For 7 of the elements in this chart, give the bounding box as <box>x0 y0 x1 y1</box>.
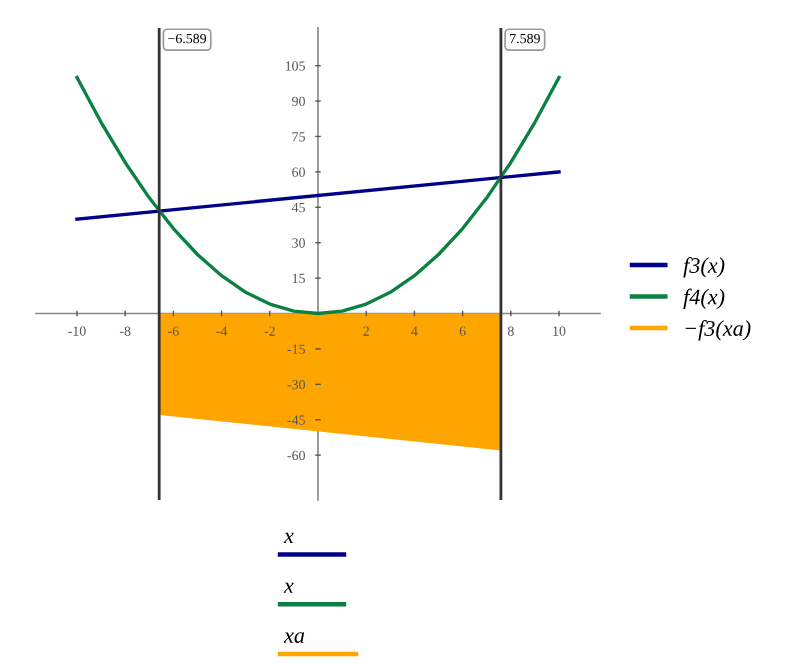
text: x <box>283 582 294 593</box>
legend-label: f4(x) <box>683 288 725 309</box>
legend-label: −f3(xa) <box>685 320 751 341</box>
text: x <box>283 532 294 544</box>
legend-label: f3(x) <box>683 257 725 278</box>
text: xa <box>283 632 305 643</box>
line-series <box>75 75 561 316</box>
